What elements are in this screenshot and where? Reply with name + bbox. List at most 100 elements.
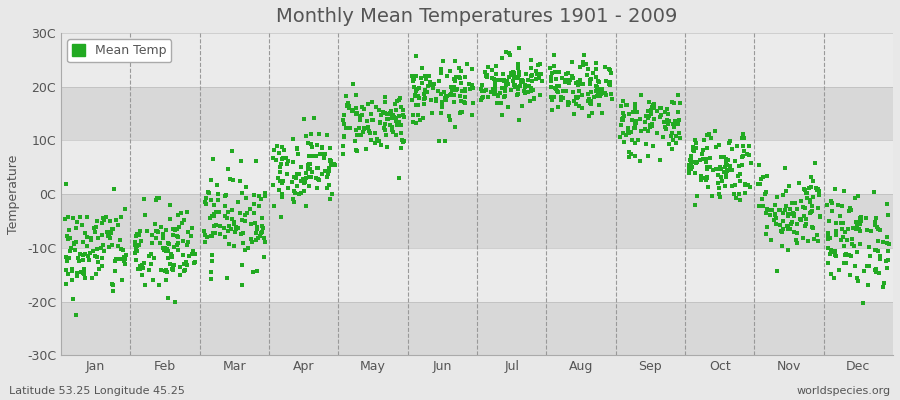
Point xyxy=(64,245,78,252)
Point xyxy=(666,120,680,127)
Point xyxy=(590,66,604,72)
Point xyxy=(158,248,173,254)
Point xyxy=(307,115,321,121)
Point xyxy=(622,148,636,155)
Point xyxy=(185,224,200,231)
Point xyxy=(428,98,443,104)
Point xyxy=(772,222,787,229)
Point xyxy=(343,124,357,131)
Point xyxy=(698,159,713,165)
Point xyxy=(789,240,804,246)
Bar xyxy=(61,33,893,87)
Point xyxy=(844,207,859,213)
Point xyxy=(773,207,788,213)
Point xyxy=(458,99,473,106)
Point xyxy=(584,98,598,104)
Point xyxy=(518,90,532,96)
Point xyxy=(393,104,408,111)
Point xyxy=(273,150,287,156)
Point xyxy=(177,261,192,267)
Point xyxy=(544,65,558,71)
Point xyxy=(860,282,875,288)
Point xyxy=(509,92,524,98)
Point xyxy=(802,185,816,191)
Point xyxy=(876,284,890,290)
Point xyxy=(711,184,725,191)
Point xyxy=(447,78,462,84)
Point xyxy=(864,228,878,234)
Point xyxy=(108,268,122,275)
Point xyxy=(821,232,835,238)
Point xyxy=(355,104,369,110)
Point xyxy=(222,222,237,229)
Point xyxy=(614,122,628,128)
Point xyxy=(647,116,662,123)
Point xyxy=(339,102,354,108)
Point xyxy=(138,281,152,288)
Point xyxy=(266,203,281,210)
Point xyxy=(821,236,835,242)
Point xyxy=(408,92,422,99)
Point xyxy=(807,160,822,166)
Point xyxy=(216,225,230,231)
Point xyxy=(594,88,608,95)
Point xyxy=(862,253,877,259)
Bar xyxy=(61,248,893,302)
Point xyxy=(514,77,528,84)
Point xyxy=(61,236,76,242)
Point xyxy=(417,96,431,102)
Point xyxy=(337,112,351,118)
Point xyxy=(845,236,859,243)
Point xyxy=(292,190,306,197)
Point xyxy=(738,190,752,196)
Point xyxy=(296,176,310,182)
Point xyxy=(798,186,813,193)
Point xyxy=(181,239,195,245)
Point xyxy=(315,145,329,151)
Point xyxy=(613,134,627,140)
Point xyxy=(743,159,758,166)
Point xyxy=(257,254,272,260)
Point xyxy=(349,127,364,133)
Point xyxy=(389,118,403,124)
Point xyxy=(785,211,799,218)
Point xyxy=(684,165,698,172)
Point xyxy=(181,229,195,236)
Point xyxy=(554,94,569,100)
Point xyxy=(357,106,372,112)
Point xyxy=(711,172,725,178)
Point xyxy=(249,226,264,232)
Point xyxy=(706,167,721,173)
Point xyxy=(484,75,499,81)
Point xyxy=(258,193,273,200)
Point xyxy=(186,260,201,266)
Point xyxy=(567,98,581,104)
Point xyxy=(409,53,423,59)
Point xyxy=(379,132,393,138)
Point xyxy=(521,88,535,95)
Point xyxy=(149,197,164,203)
Point xyxy=(575,59,590,65)
Point xyxy=(235,217,249,224)
Point xyxy=(643,124,657,131)
Point xyxy=(804,173,818,180)
Point xyxy=(664,130,679,137)
Point xyxy=(870,238,885,244)
Point xyxy=(637,119,652,126)
Point xyxy=(804,208,818,215)
Point xyxy=(273,168,287,175)
Point xyxy=(811,205,825,212)
Point xyxy=(715,178,729,184)
Point xyxy=(489,77,503,84)
Point xyxy=(434,110,448,116)
Point xyxy=(349,110,364,117)
Point xyxy=(253,233,267,239)
Point xyxy=(789,220,804,227)
Point xyxy=(490,70,504,77)
Point xyxy=(313,150,328,157)
Point xyxy=(828,248,842,254)
Point xyxy=(548,69,562,76)
Point xyxy=(662,141,677,147)
Point xyxy=(698,176,713,183)
Point xyxy=(658,124,672,130)
